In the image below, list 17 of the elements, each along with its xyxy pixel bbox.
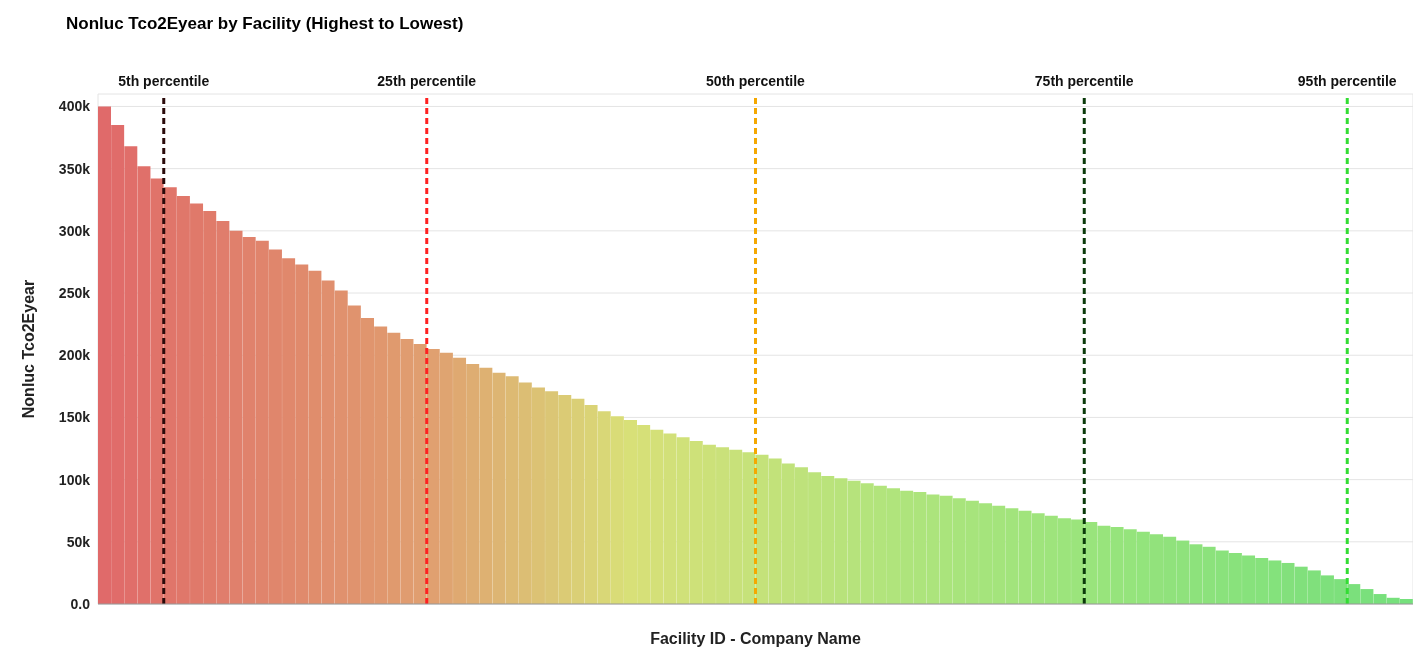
chart-title: Nonluc Tco2Eyear by Facility (Highest to Lowest) (65, 13, 465, 35)
x-axis-title: Facility ID - Company Name (650, 630, 861, 647)
ref-line-label: 75th percentile (1034, 73, 1134, 89)
ref-line-label: 5th percentile (118, 73, 210, 89)
y-tick-label: 50k (66, 533, 91, 550)
ref-line-label: 95th percentile (1297, 73, 1397, 89)
y-tick-label: 150k (58, 409, 91, 426)
ref-line-label: 25th percentile (377, 73, 477, 89)
y-tick-label: 350k (58, 160, 91, 177)
y-tick-label: 100k (58, 471, 91, 488)
y-tick-label: 0.0 (70, 595, 91, 612)
y-tick-label: 300k (58, 222, 91, 239)
y-axis-title: Nonluc Tco2Eyear (19, 279, 37, 419)
y-tick-label: 400k (58, 98, 91, 115)
y-tick-label: 250k (58, 284, 91, 301)
ref-line-label: 50th percentile (706, 73, 806, 89)
y-tick-label: 200k (58, 347, 91, 364)
